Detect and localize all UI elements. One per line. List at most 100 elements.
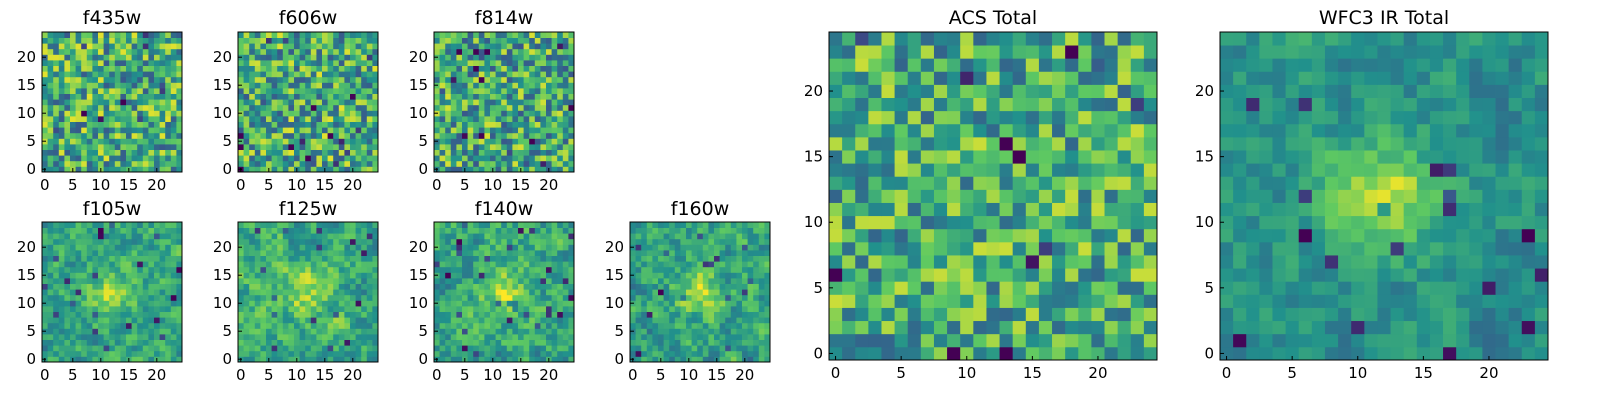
heatmap-cell — [131, 238, 138, 245]
heatmap-cell — [1065, 176, 1079, 190]
heatmap-cell — [86, 110, 93, 117]
heatmap-cell — [299, 272, 306, 279]
heatmap-cell — [999, 228, 1014, 243]
heatmap-cell — [305, 60, 312, 66]
heatmap-cell — [98, 82, 104, 89]
heatmap-cell — [1130, 176, 1145, 190]
heatmap-cell — [333, 43, 340, 50]
heatmap-cell — [271, 37, 278, 44]
heatmap-cell — [254, 104, 261, 111]
heatmap-cell — [114, 272, 121, 279]
heatmap-cell — [271, 255, 278, 262]
heatmap-cell — [344, 339, 351, 346]
heatmap-cell — [142, 82, 149, 89]
heatmap-cell — [260, 71, 267, 78]
heatmap-cell — [170, 227, 177, 234]
heatmap-cell — [680, 345, 687, 352]
heatmap-cell — [316, 334, 323, 340]
heatmap-cell — [764, 350, 771, 357]
heatmap-cell — [137, 328, 144, 335]
heatmap-cell — [176, 294, 183, 301]
heatmap-cell — [462, 300, 468, 307]
heatmap-cell — [266, 350, 272, 357]
heatmap-cell — [512, 244, 519, 251]
heatmap-cell — [42, 222, 48, 228]
heatmap-cell — [98, 283, 104, 290]
heatmap-cell — [445, 289, 452, 296]
heatmap-cell — [249, 110, 256, 117]
heatmap-cell — [907, 268, 922, 282]
heatmap-cell — [131, 328, 138, 335]
heatmap-cell — [674, 272, 681, 279]
heatmap-cell — [58, 238, 65, 245]
heatmap-cell — [557, 272, 564, 279]
heatmap-cell — [109, 322, 116, 329]
heatmap-cell — [344, 272, 351, 279]
heatmap-cell — [114, 71, 121, 78]
heatmap-cell — [708, 317, 715, 324]
heatmap-cell — [142, 306, 149, 312]
heatmap-cell — [288, 261, 295, 268]
heatmap-cell — [669, 261, 676, 268]
heatmap-cell — [719, 350, 726, 357]
heatmap-cell — [137, 222, 144, 228]
heatmap-cell — [1104, 307, 1119, 322]
heatmap-cell — [75, 104, 82, 111]
heatmap-cell — [165, 160, 172, 167]
heatmap-cell — [753, 345, 760, 352]
heatmap-cell — [159, 311, 166, 318]
heatmap-cell — [540, 345, 547, 352]
heatmap-cell — [450, 244, 457, 251]
heatmap-cell — [109, 289, 116, 296]
heatmap-cell — [434, 127, 440, 134]
heatmap-cell — [473, 37, 480, 44]
heatmap-cell — [58, 339, 65, 346]
heatmap-cell — [450, 104, 457, 111]
heatmap-cell — [176, 149, 183, 156]
heatmap-cell — [114, 43, 121, 50]
heatmap-cell — [736, 261, 743, 268]
heatmap-cell — [126, 76, 132, 83]
heatmap-cell — [154, 121, 160, 128]
heatmap-cell — [249, 266, 256, 273]
heatmap-cell — [490, 127, 496, 134]
heatmap-cell — [462, 54, 468, 61]
heatmap-cell — [344, 104, 351, 111]
heatmap-cell — [266, 32, 272, 38]
heatmap-cell — [120, 328, 127, 335]
heatmap-cell — [70, 255, 76, 262]
heatmap-cell — [1130, 268, 1145, 282]
heatmap-cell — [439, 238, 446, 245]
heatmap-cell — [338, 266, 345, 273]
heatmap-cell — [439, 149, 446, 156]
heatmap-cell — [529, 350, 536, 357]
heatmap-cell — [316, 289, 323, 296]
heatmap-cell — [534, 43, 541, 50]
heatmap-cell — [299, 76, 306, 83]
heatmap-cell — [238, 278, 244, 284]
heatmap-cell — [70, 37, 76, 44]
heatmap-cell — [109, 138, 116, 145]
heatmap-cell — [322, 110, 328, 117]
heatmap-cell — [490, 32, 496, 38]
heatmap-cell — [467, 37, 474, 44]
heatmap-cell — [81, 127, 88, 134]
heatmap-cell — [947, 123, 961, 138]
heatmap-cell — [534, 76, 541, 83]
heatmap-cell — [1012, 241, 1027, 256]
heatmap-cell — [434, 99, 440, 106]
heatmap-cell — [456, 43, 463, 50]
heatmap-cell — [523, 110, 530, 117]
heatmap-cell — [142, 227, 149, 234]
heatmap-cell — [64, 322, 71, 329]
heatmap-cell — [439, 227, 446, 234]
heatmap-cell — [557, 222, 564, 228]
heatmap-cell — [131, 261, 138, 268]
heatmap-cell — [764, 334, 771, 340]
heatmap-cell — [490, 60, 496, 66]
heatmap-cell — [109, 104, 116, 111]
heatmap-cell — [506, 82, 513, 89]
heatmap-cell — [557, 250, 564, 256]
heatmap-cell — [126, 54, 132, 61]
heatmap-cell — [702, 334, 709, 340]
